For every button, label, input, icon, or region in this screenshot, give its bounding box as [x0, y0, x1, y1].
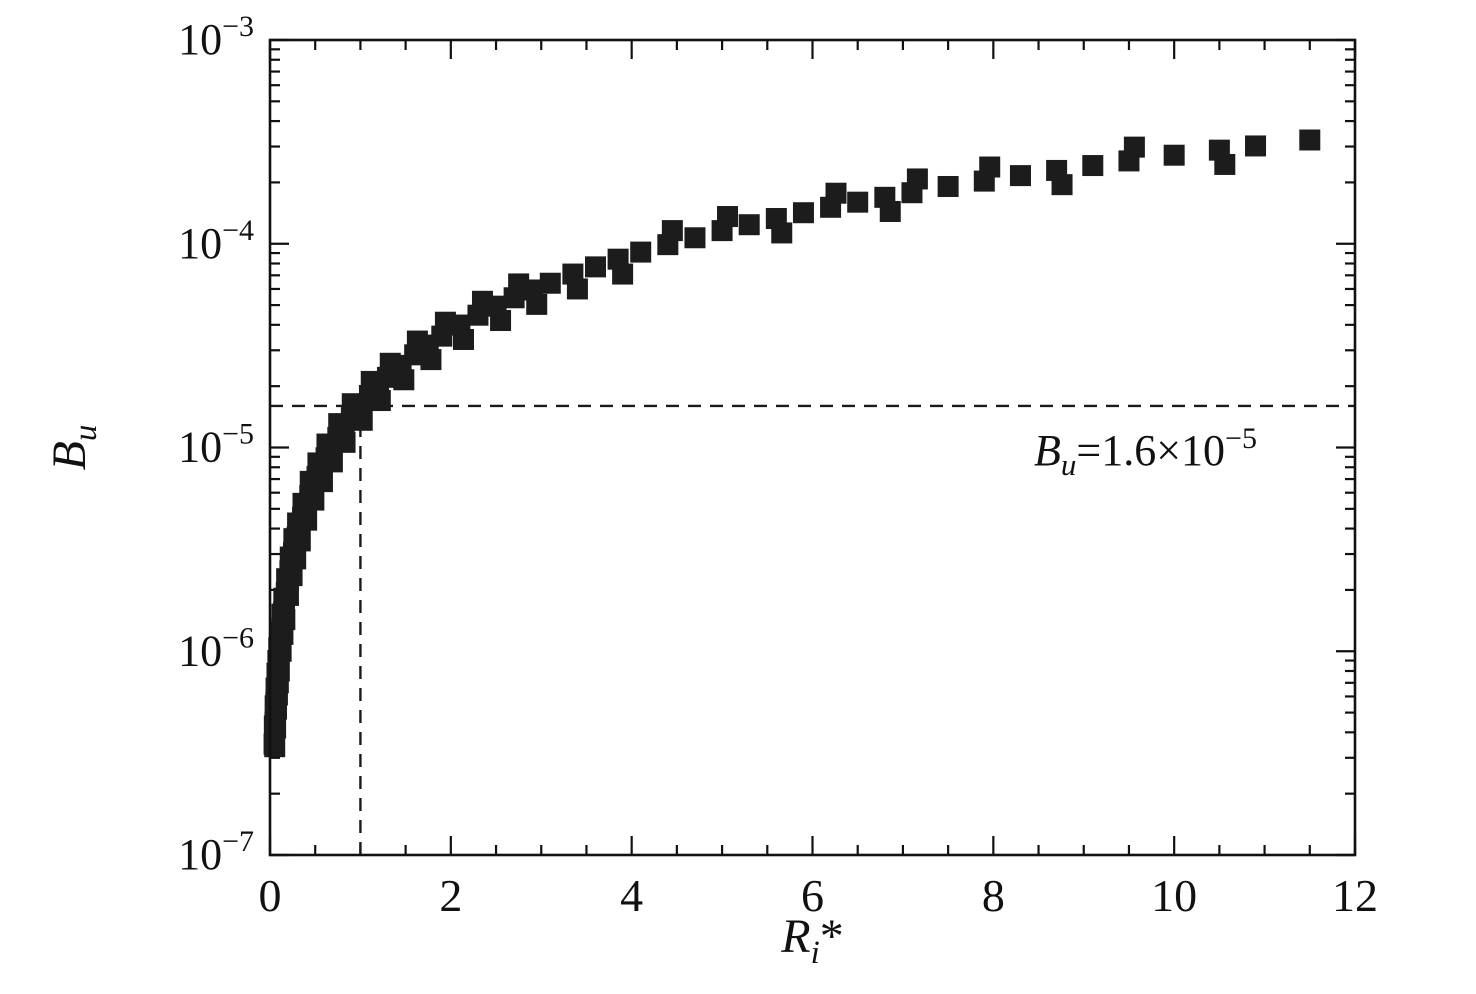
x-tick-label: 0 [259, 870, 282, 921]
data-point [526, 293, 548, 315]
data-point [684, 227, 706, 249]
y-tick-label: 10−5 [178, 418, 254, 472]
data-point [321, 451, 343, 473]
data-point [334, 431, 356, 453]
data-point [270, 640, 292, 662]
data-point [1123, 136, 1145, 158]
data-point [265, 717, 287, 739]
data-point [285, 548, 307, 570]
data-point [268, 660, 290, 682]
data-point [612, 263, 634, 285]
data-point [738, 214, 760, 236]
data-point [630, 241, 652, 263]
data-point [847, 191, 869, 213]
data-point [264, 736, 286, 758]
data-point [937, 175, 959, 197]
data-point [771, 222, 793, 244]
data-point [792, 202, 814, 224]
data-point [539, 272, 561, 294]
data-point [585, 256, 606, 278]
data-point [296, 509, 318, 531]
data-point [1163, 144, 1185, 166]
plot-frame [268, 38, 1357, 857]
x-axis-label: Ri* [780, 910, 844, 971]
reference-lines [270, 404, 1355, 855]
y-axis-label: Bu [43, 425, 104, 471]
data-point [281, 565, 303, 587]
annotation-bu-threshold: Bu=1.6×10−5 [1034, 422, 1257, 482]
data-point [1245, 135, 1267, 157]
y-tick-label: 10−6 [178, 621, 254, 675]
x-tick-label: 8 [982, 870, 1005, 921]
y-tick-label: 10−7 [178, 825, 254, 879]
data-point [274, 609, 296, 631]
data-point [825, 182, 847, 204]
data-point [1009, 165, 1031, 187]
data-point [351, 409, 373, 431]
x-tick-label: 2 [439, 870, 462, 921]
data-point [661, 220, 683, 242]
axis-ticks: 0 2 4 6 8 10 12 10−7 10−6 10−5 10−4 10−3 [178, 10, 1378, 921]
data-point [277, 584, 299, 606]
data-point [879, 200, 901, 222]
x-tick-label: 6 [801, 870, 824, 921]
axis-labels: Bu=1.6×10−5 Bu Ri* [43, 422, 1257, 971]
data-point [289, 530, 311, 552]
data-point [1082, 155, 1104, 177]
data-points [263, 129, 1321, 758]
y-tick-label: 10−4 [178, 214, 254, 268]
x-tick-label: 4 [620, 870, 643, 921]
data-point [717, 206, 739, 228]
y-tick-label: 10−3 [178, 10, 254, 64]
x-tick-label: 10 [1151, 870, 1197, 921]
data-point [311, 471, 333, 493]
x-tick-label: 12 [1332, 870, 1378, 921]
data-point [1299, 129, 1321, 151]
data-point [393, 369, 415, 391]
data-point [566, 278, 588, 300]
data-point [303, 489, 325, 511]
data-point [1214, 153, 1236, 175]
data-point [979, 156, 1001, 178]
data-point [420, 349, 442, 371]
data-point [452, 328, 474, 350]
data-point [490, 310, 512, 332]
data-point [906, 168, 928, 190]
data-point [369, 390, 391, 412]
data-point [1051, 174, 1073, 196]
